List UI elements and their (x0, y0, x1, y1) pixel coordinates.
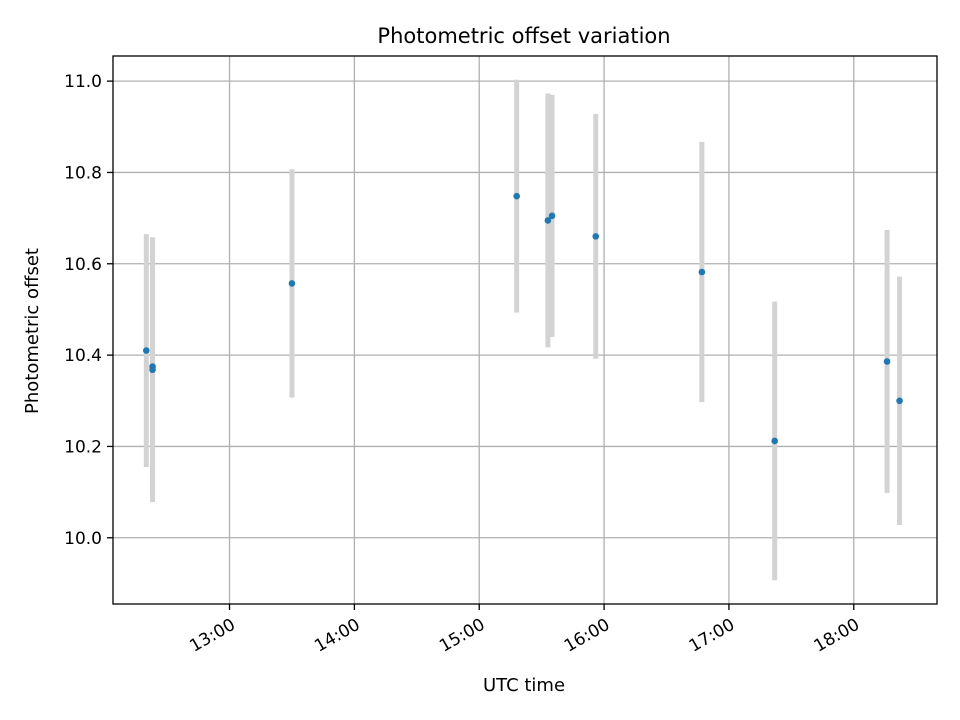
x-axis-label: UTC time (483, 675, 565, 696)
x-axis: 13:00 14:00 15:00 16:00 17:00 18:00 (186, 604, 863, 657)
x-tick-label: 16:00 (561, 615, 613, 657)
data-points (142, 192, 903, 445)
error-bars (143, 79, 903, 581)
y-axis: 10.0 10.2 10.4 10.6 10.8 11.0 (64, 72, 113, 549)
data-point (288, 280, 296, 287)
data-point (896, 397, 903, 405)
x-tick-label: 17:00 (686, 615, 738, 657)
y-tick-label: 10.2 (64, 437, 102, 457)
data-point (142, 347, 150, 354)
chart-title: Photometric offset variation (377, 24, 670, 48)
y-tick-label: 10.4 (64, 346, 102, 366)
data-point (771, 437, 778, 445)
y-tick-label: 11.0 (64, 72, 102, 92)
x-tick-label: 15:00 (436, 615, 488, 657)
data-point (592, 233, 600, 240)
data-point (698, 268, 706, 276)
data-point (513, 192, 520, 200)
data-point (544, 217, 552, 224)
y-tick-label: 10.6 (64, 255, 102, 275)
x-tick-label: 14:00 (311, 615, 363, 657)
data-point (548, 212, 556, 220)
x-tick-label: 13:00 (186, 615, 238, 657)
grid (113, 56, 937, 604)
y-tick-label: 10.0 (64, 529, 102, 549)
x-tick-label: 18:00 (811, 615, 863, 657)
y-axis-label: Photometric offset (22, 248, 43, 414)
data-point (883, 358, 891, 365)
data-point (149, 366, 156, 374)
plot-frame (112, 55, 938, 605)
y-tick-label: 10.8 (64, 163, 102, 183)
